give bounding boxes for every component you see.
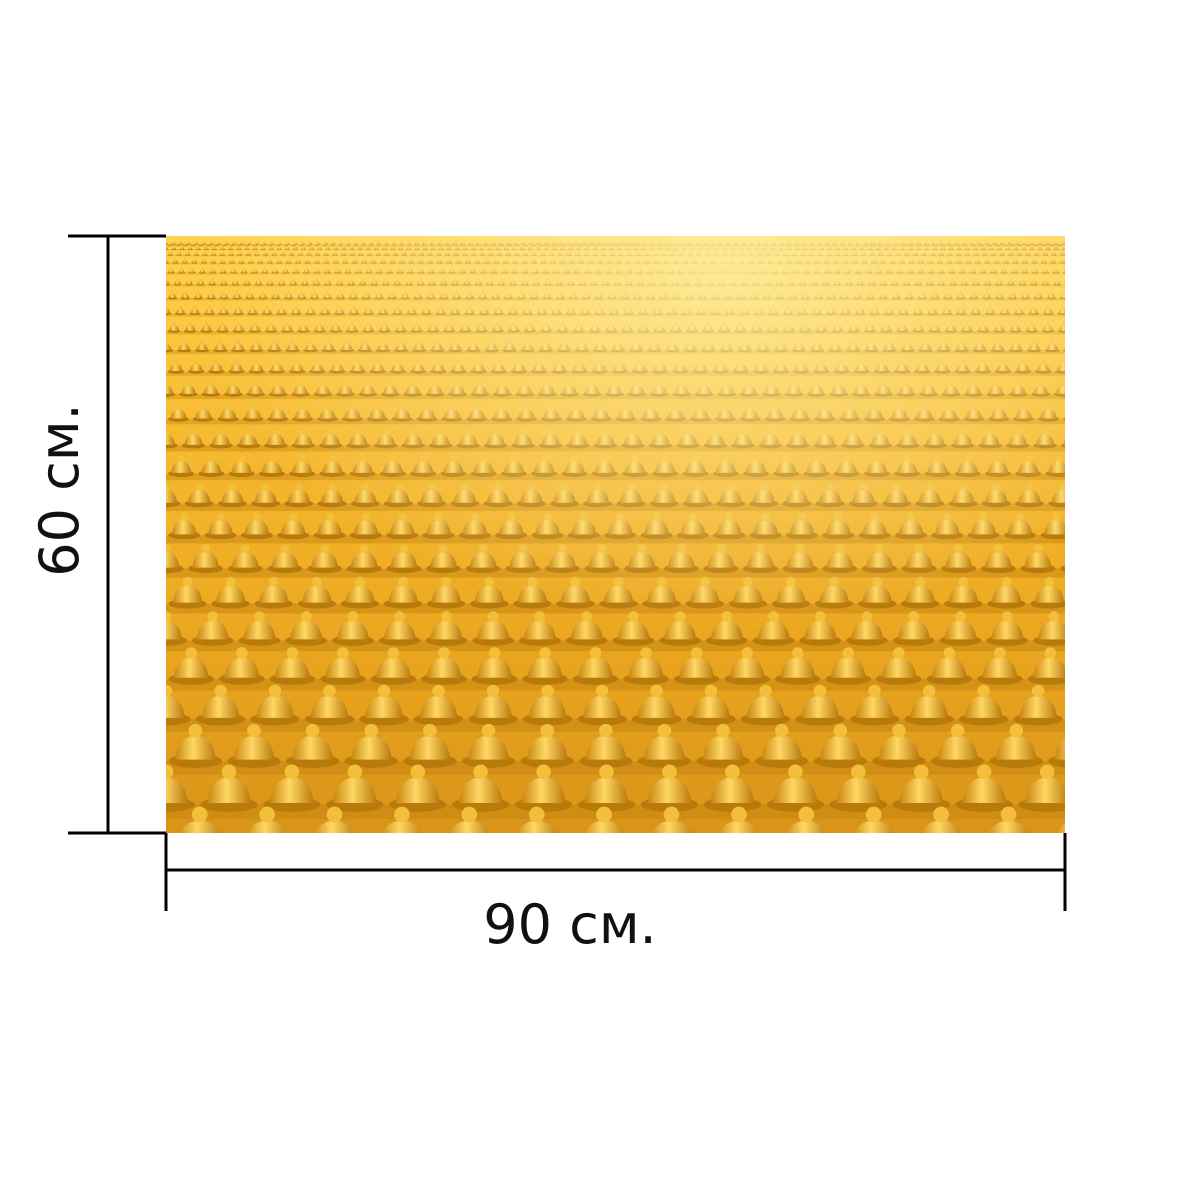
- golden-buddha-rows-icon: [166, 236, 1065, 833]
- image-glow: [166, 236, 1065, 833]
- width-label: 90 см.: [483, 893, 657, 956]
- product-image: [166, 236, 1065, 833]
- height-label: 60 см.: [28, 403, 91, 577]
